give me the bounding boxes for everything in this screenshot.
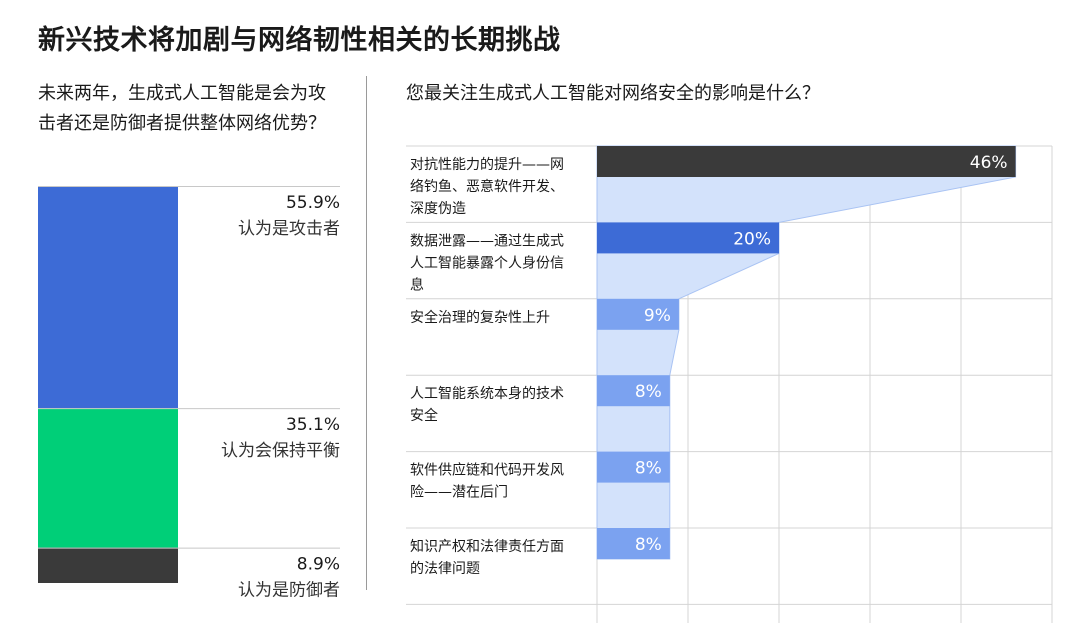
bar — [597, 451, 670, 483]
bar — [597, 146, 1016, 177]
panel-divider — [366, 76, 367, 590]
category-label: 对抗性能力的提升——网络钓鱼、恶意软件开发、深度伪造 — [410, 157, 564, 217]
stacked-bar-segment — [38, 186, 178, 409]
bar — [597, 375, 670, 407]
category-label-line: 险——潜在后门 — [410, 485, 508, 501]
bar-value-label: 8% — [635, 382, 662, 402]
category-label: 知识产权和法律责任方面的法律问题 — [410, 538, 564, 577]
category-label-line: 软件供应链和代码开发风 — [410, 462, 564, 479]
page-title: 新兴技术将加剧与网络韧性相关的长期挑战 — [38, 25, 561, 56]
bar — [597, 298, 679, 330]
segment-category-label: 认为是攻击者 — [238, 219, 340, 239]
segment-value-label: 8.9% — [297, 555, 340, 575]
segment-value-label: 35.1% — [286, 415, 340, 435]
funnel-area — [596, 145, 1017, 560]
category-label-line: 人工智能暴露个人身份信 — [410, 255, 564, 271]
category-label: 数据泄露——通过生成式人工智能暴露个人身份信息 — [410, 233, 564, 293]
bar-value-label: 20% — [733, 229, 771, 249]
bar — [597, 528, 670, 559]
bar-value-label: 46% — [970, 153, 1008, 173]
category-label-line: 对抗性能力的提升——网 — [410, 157, 564, 173]
segment-value-label: 55.9% — [286, 193, 340, 213]
category-label-line: 安全治理的复杂性上升 — [410, 309, 550, 326]
bar — [597, 222, 779, 254]
category-label-line: 知识产权和法律责任方面 — [410, 538, 564, 555]
category-label-line: 络钓鱼、恶意软件开发、 — [410, 178, 564, 195]
right-question: 您最关注生成式人工智能对网络安全的影响是什么？ — [406, 83, 820, 104]
category-label-line: 安全 — [410, 407, 438, 424]
stacked-bar-chart: 55.9% 认为是攻击者 35.1% 认为会保持平衡 8.9% 认为是防御者 — [38, 186, 340, 601]
segment-category-label: 认为是防御者 — [238, 581, 340, 601]
category-label: 软件供应链和代码开发风险——潜在后门 — [410, 462, 564, 501]
category-label-line: 息 — [410, 276, 424, 293]
bar-value-label: 8% — [635, 535, 662, 555]
category-label: 安全治理的复杂性上升 — [410, 309, 550, 326]
category-label: 人工智能系统本身的技术安全 — [410, 386, 564, 424]
category-label-line: 数据泄露——通过生成式 — [410, 233, 564, 249]
bar-value-label: 9% — [644, 306, 671, 326]
category-label-line: 人工智能系统本身的技术 — [410, 386, 564, 402]
stacked-bar-segment — [38, 408, 178, 548]
category-label-line: 深度伪造 — [410, 201, 466, 217]
category-label-line: 的法律问题 — [410, 561, 480, 577]
segment-category-label: 认为会保持平衡 — [221, 441, 340, 461]
left-question: 未来两年，生成式人工智能是会为攻击者还是防御者提供整体网络优势？ — [38, 83, 326, 134]
stacked-bar-segment — [38, 547, 178, 583]
bar-value-label: 8% — [635, 459, 662, 479]
